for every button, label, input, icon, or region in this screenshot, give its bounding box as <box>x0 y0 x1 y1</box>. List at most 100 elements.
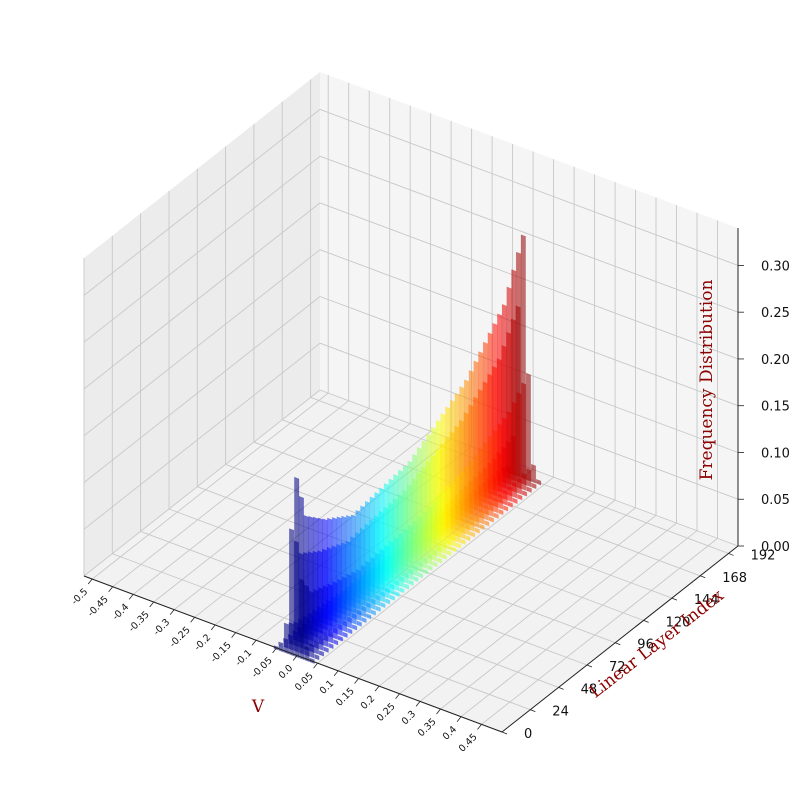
histogram-bar <box>418 572 424 579</box>
histogram-bar <box>469 460 475 527</box>
x-tick <box>128 594 134 600</box>
x-axis-label: V <box>251 697 265 717</box>
histogram-bar <box>488 435 494 512</box>
y-tick <box>643 620 649 623</box>
grid-line-z <box>83 342 321 530</box>
x-tick-label: 0.3 <box>400 709 418 727</box>
histogram-bar <box>389 594 395 601</box>
histogram-bar <box>398 575 404 588</box>
y-axis-line <box>501 545 739 733</box>
histogram-bar <box>366 613 372 620</box>
histogram-bar <box>304 645 310 663</box>
histogram-bar <box>417 560 423 573</box>
z-tick-label: 0.10 <box>761 447 790 462</box>
grid-line-z <box>319 249 739 407</box>
z-tick-label: 0.15 <box>761 400 790 415</box>
histogram-bar <box>337 623 343 637</box>
z-tick-labels: 0.00 0.05 0.10 0.15 0.20 0.25 0.30 <box>738 259 790 555</box>
grid-line-z <box>319 108 739 266</box>
x-tick-label: 0.15 <box>334 686 357 709</box>
histogram-bar <box>289 528 295 657</box>
x-tick-label: 0.1 <box>318 678 336 696</box>
x-tick <box>108 586 113 592</box>
histogram-bar <box>375 605 381 612</box>
histogram-bar <box>380 601 386 609</box>
grid-line-x <box>173 423 411 610</box>
histogram-bar <box>517 493 523 501</box>
histogram-bar <box>360 564 366 612</box>
x-tick-label: -0.3 <box>151 617 172 638</box>
x-tick-label: -0.5 <box>69 586 90 607</box>
histogram-bar <box>370 556 376 605</box>
histogram-bar <box>408 579 414 586</box>
histogram-bar <box>351 624 358 631</box>
histogram-bar <box>427 564 433 571</box>
histogram-bar <box>479 509 485 525</box>
histogram-bar <box>451 546 457 553</box>
histogram-bar <box>516 477 522 495</box>
x-tick <box>354 678 359 684</box>
histogram-bar <box>455 475 461 538</box>
x-tick-label: -0.2 <box>192 632 213 653</box>
z-tick-label: 0.25 <box>761 306 790 321</box>
histogram-bar <box>393 536 399 586</box>
histogram-bar <box>412 520 418 571</box>
y-tick-label: 24 <box>552 705 569 720</box>
histogram-bar <box>484 520 490 527</box>
histogram-bar <box>536 478 542 486</box>
x-tick-label: -0.25 <box>168 625 193 650</box>
histogram-bar <box>403 571 409 584</box>
x-tick-label: -0.35 <box>127 609 152 634</box>
histogram-bar <box>332 626 338 640</box>
histogram-bar <box>450 480 456 542</box>
histogram-bar <box>327 630 334 644</box>
histogram-bar <box>427 552 433 566</box>
histogram-bar <box>323 646 329 653</box>
histogram-bar <box>445 485 451 545</box>
histogram-bar <box>328 642 334 650</box>
histogram-bar <box>337 635 343 642</box>
histogram-bar <box>521 490 528 497</box>
y-tick <box>671 597 678 601</box>
histogram-bar <box>450 533 456 547</box>
histogram-bar <box>342 631 348 638</box>
histogram-bar <box>521 472 527 491</box>
histogram-bar <box>478 447 484 519</box>
y-tick <box>501 731 508 735</box>
histogram-bar <box>455 542 461 549</box>
histogram-bar <box>497 493 504 510</box>
grid-line-x <box>317 476 554 664</box>
histogram-bar <box>441 553 447 560</box>
histogram-bar <box>474 513 480 529</box>
histogram-bar <box>511 401 517 493</box>
histogram-bar <box>332 581 338 635</box>
x-tick-label: 0.2 <box>359 693 377 711</box>
histogram-bar <box>460 538 466 545</box>
histogram-bar <box>365 601 371 614</box>
histogram-bar <box>459 470 465 534</box>
histogram-bar <box>313 640 319 655</box>
x-tick-label: -0.15 <box>209 640 234 665</box>
grid-line-x <box>112 400 349 588</box>
histogram-bar <box>374 552 380 601</box>
x-tick <box>251 639 257 646</box>
histogram-bar <box>365 560 371 609</box>
histogram-bar <box>492 429 498 508</box>
histogram-bar <box>356 620 362 627</box>
histogram-bar <box>497 423 503 504</box>
y-tick <box>700 575 706 579</box>
histogram-bar <box>375 594 381 607</box>
histogram-bar <box>309 643 315 659</box>
x-tick <box>272 647 277 654</box>
x-tick <box>149 601 154 608</box>
histogram-bar <box>351 612 357 625</box>
histogram-bar <box>440 490 446 549</box>
histogram-bar <box>403 528 409 579</box>
histogram-bar <box>417 515 423 568</box>
histogram-bar <box>283 622 290 655</box>
histogram-bar <box>422 556 428 570</box>
histogram-bar <box>531 482 537 490</box>
grid-line-z <box>83 109 321 296</box>
